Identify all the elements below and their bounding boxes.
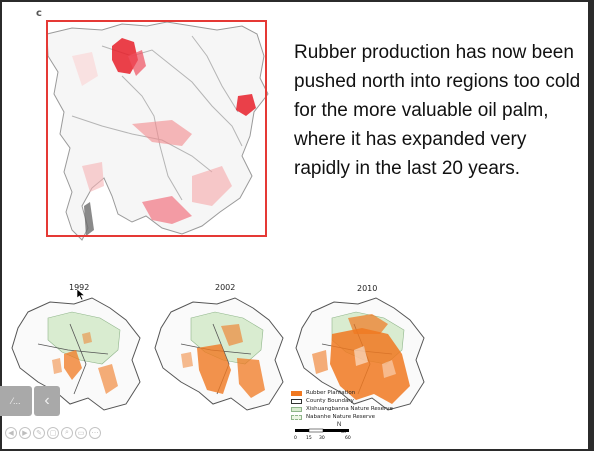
legend-label-county: County Boundary bbox=[306, 398, 354, 404]
scale-bar-segment bbox=[308, 428, 324, 433]
scale-tick-15: 15 bbox=[306, 435, 312, 441]
slide-thumbnail-button[interactable]: ⁄... bbox=[0, 386, 32, 416]
pen-icon[interactable]: ✎ bbox=[33, 427, 45, 439]
map-legend: Rubber Plantation County Boundary Xishua… bbox=[291, 389, 411, 421]
scale-tick-60: 60 bbox=[345, 435, 351, 441]
scale-unit: KM bbox=[341, 430, 346, 434]
legend-label-nabanhe: Nabanhe Nature Reserve bbox=[306, 414, 375, 420]
southeast-asia-map bbox=[42, 16, 270, 242]
scale-bar-segment bbox=[295, 429, 309, 432]
county-map-2002-graphic bbox=[154, 297, 284, 411]
mouse-cursor-icon bbox=[77, 289, 85, 300]
year-label-2002: 2002 bbox=[215, 283, 236, 292]
north-arrow-icon: N bbox=[337, 422, 342, 428]
slides-icon[interactable]: ▢ bbox=[47, 427, 59, 439]
forward-icon[interactable]: ▶ bbox=[19, 427, 31, 439]
scale-bar-segment bbox=[323, 429, 349, 432]
legend-swatch-county bbox=[291, 398, 302, 404]
county-map-2010 bbox=[292, 294, 430, 412]
scale-tick-0: 0 bbox=[294, 435, 297, 441]
more-options-icon[interactable]: ⋯ bbox=[89, 427, 101, 439]
scale-tick-30: 30 bbox=[319, 435, 325, 441]
screen-icon[interactable]: ▭ bbox=[75, 427, 87, 439]
legend-item-rubber: Rubber Plantation bbox=[291, 389, 411, 397]
legend-item-nabanhe: Nabanhe Nature Reserve bbox=[291, 413, 411, 421]
legend-swatch-xishuangbanna bbox=[291, 406, 302, 412]
presenter-controls: ◀ ▶ ✎ ▢ ⌕ ▭ ⋯ bbox=[5, 427, 101, 439]
legend-swatch-nabanhe bbox=[291, 414, 302, 420]
back-icon[interactable]: ◀ bbox=[5, 427, 17, 439]
highlight-frame bbox=[46, 20, 267, 237]
county-map-1992-graphic bbox=[11, 297, 141, 411]
legend-swatch-rubber bbox=[291, 390, 302, 396]
county-map-1992 bbox=[8, 294, 146, 412]
legend-label-rubber: Rubber Plantation bbox=[306, 390, 356, 396]
year-label-1992: 1992 bbox=[69, 283, 90, 292]
legend-item-xishuangbanna: Xishuangbanna Nature Reserve bbox=[291, 405, 411, 413]
panel-letter: c bbox=[36, 8, 42, 19]
legend-item-county: County Boundary bbox=[291, 397, 411, 405]
county-map-2010-graphic bbox=[295, 297, 425, 411]
legend-label-xishuangbanna: Xishuangbanna Nature Reserve bbox=[306, 406, 393, 412]
year-label-2010: 2010 bbox=[357, 284, 378, 293]
slide-canvas: c Rubber production has now been pushed … bbox=[2, 2, 588, 449]
zoom-icon[interactable]: ⌕ bbox=[61, 427, 73, 439]
previous-slide-button[interactable]: ‹ bbox=[34, 386, 60, 416]
scale-bar: 0 15 30 60 KM bbox=[294, 428, 351, 441]
county-map-2002 bbox=[151, 294, 289, 412]
slide-body-text: Rubber production has now been pushed no… bbox=[294, 42, 581, 179]
southeast-asia-map-graphic bbox=[46, 21, 269, 241]
